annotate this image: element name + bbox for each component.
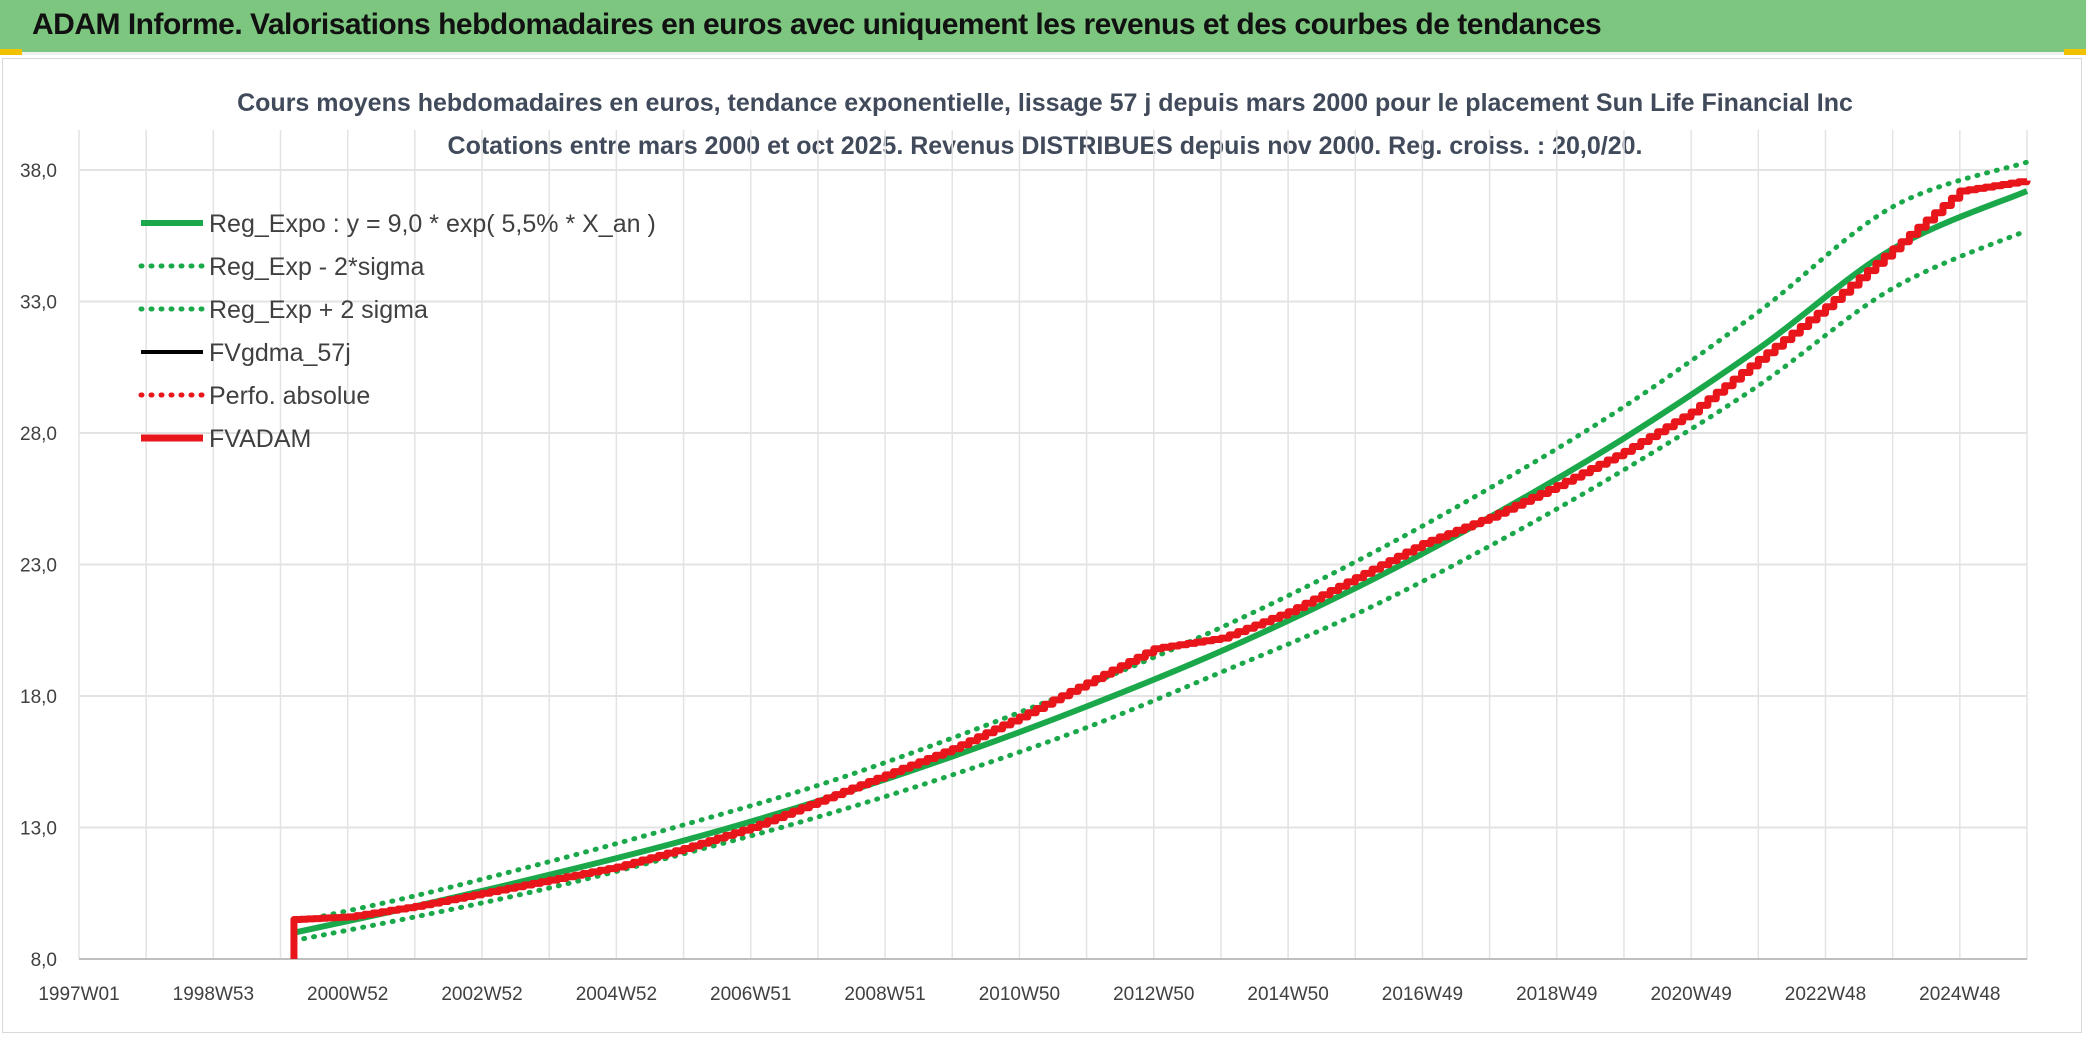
x-tick-label: 2014W50 xyxy=(1247,984,1328,1005)
report-title: ADAM Informe. Valorisations hebdomadaire… xyxy=(32,8,1602,41)
chart-frame xyxy=(2,58,2082,1033)
series-line-2 xyxy=(291,159,2030,925)
y-tick-label: 18,0 xyxy=(20,687,57,708)
y-tick-label: 28,0 xyxy=(20,424,57,445)
x-tick-label: 2010W50 xyxy=(979,984,1060,1005)
series-line-0 xyxy=(293,188,2029,936)
header-corner-left xyxy=(0,49,22,55)
bottom-strip xyxy=(0,1033,2086,1037)
series-line-1 xyxy=(291,228,2030,944)
x-tick-label: 1998W53 xyxy=(173,984,254,1005)
legend-label: Perfo. absolue xyxy=(209,382,370,410)
legend-label: FVADAM xyxy=(209,425,311,453)
y-tick-label: 8,0 xyxy=(31,950,57,971)
x-tick-label: 2020W49 xyxy=(1650,984,1731,1005)
header-corner-right xyxy=(2064,49,2086,55)
x-tick-label: 2002W52 xyxy=(441,984,522,1005)
x-tick-label: 2024W48 xyxy=(1919,984,2000,1005)
legend-label: FVgdma_57j xyxy=(209,339,351,367)
series-line-3 xyxy=(290,178,2031,959)
legend-label: Reg_Expo : y = 9,0 * exp( 5,5% * X_an ) xyxy=(209,210,656,238)
legend-label: Reg_Exp + 2 sigma xyxy=(209,296,428,324)
x-tick-label: 1997W01 xyxy=(38,984,119,1005)
x-tick-label: 2008W51 xyxy=(844,984,925,1005)
y-tick-label: 13,0 xyxy=(20,819,57,840)
header-bar: ADAM Informe. Valorisations hebdomadaire… xyxy=(0,0,2086,55)
x-tick-label: 2018W49 xyxy=(1516,984,1597,1005)
legend-label: Reg_Exp - 2*sigma xyxy=(209,253,424,281)
x-tick-label: 2006W51 xyxy=(710,984,791,1005)
x-tick-label: 2012W50 xyxy=(1113,984,1194,1005)
chart-title: Cours moyens hebdomadaires en euros, ten… xyxy=(237,89,1853,117)
x-tick-label: 2000W52 xyxy=(307,984,388,1005)
chart-subtitle: Cotations entre mars 2000 et oct 2025. R… xyxy=(448,132,1643,160)
x-tick-label: 2004W52 xyxy=(576,984,657,1005)
x-tick-label: 2022W48 xyxy=(1785,984,1866,1005)
y-tick-label: 33,0 xyxy=(20,293,57,314)
y-tick-label: 38,0 xyxy=(20,161,57,182)
x-tick-label: 2016W49 xyxy=(1382,984,1463,1005)
y-tick-label: 23,0 xyxy=(20,556,57,577)
